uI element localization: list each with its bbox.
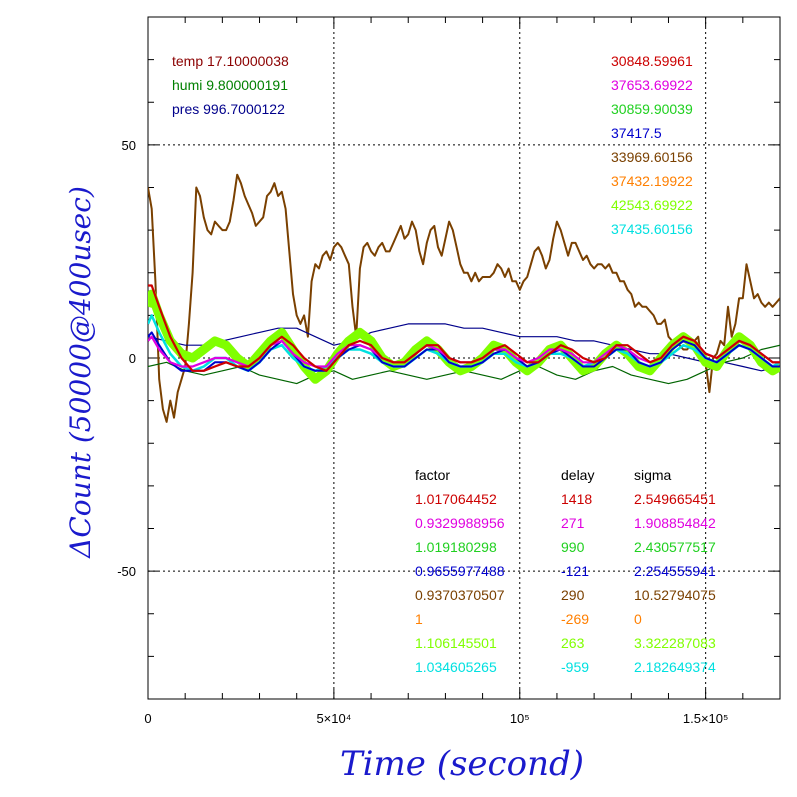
y-tick-label: 0 bbox=[129, 351, 136, 366]
y-tick-label: 50 bbox=[122, 138, 136, 153]
table-cell-delay: -121 bbox=[561, 563, 589, 579]
table-header-sigma: sigma bbox=[634, 467, 672, 483]
table-cell-sigma: 2.254555941 bbox=[634, 563, 716, 579]
table-cell-sigma: 2.430577517 bbox=[634, 539, 716, 555]
x-axis-title: Time (second) bbox=[340, 744, 584, 784]
series-line-1 bbox=[148, 323, 780, 372]
mean-value: 30859.90039 bbox=[611, 101, 693, 117]
table-cell-delay: 990 bbox=[561, 539, 585, 555]
table-cell-factor: 1.017064452 bbox=[415, 491, 497, 507]
table-cell-delay: 263 bbox=[561, 635, 585, 651]
series-line-7 bbox=[148, 284, 780, 372]
table-cell-delay: 290 bbox=[561, 587, 585, 603]
x-tick-label: 5×10⁴ bbox=[316, 711, 351, 726]
mean-value: 33969.60156 bbox=[611, 149, 693, 165]
y-axis-title: ΔCount (50000@400usec) bbox=[64, 186, 97, 559]
series-line-5 bbox=[148, 331, 780, 372]
series-group bbox=[148, 173, 780, 423]
y-tick-label: -50 bbox=[117, 564, 136, 579]
env-label-temp: temp 17.10000038 bbox=[172, 53, 289, 69]
table-header-delay: delay bbox=[561, 467, 594, 483]
env-label-humi: humi 9.800000191 bbox=[172, 77, 288, 93]
table-cell-factor: 1.106145501 bbox=[415, 635, 497, 651]
table-cell-factor: 0.9329988956 bbox=[415, 515, 505, 531]
stats-table: factor delay sigma 1.017064452 1418 2.54… bbox=[415, 467, 716, 675]
env-legend: temp 17.10000038 humi 9.800000191 pres 9… bbox=[172, 53, 289, 117]
mean-value: 37653.69922 bbox=[611, 77, 693, 93]
table-cell-delay: 271 bbox=[561, 515, 585, 531]
table-cell-factor: 1 bbox=[415, 611, 423, 627]
table-cell-sigma: 1.908854842 bbox=[634, 515, 716, 531]
mean-value: 42543.69922 bbox=[611, 197, 693, 213]
x-tick-label: 0 bbox=[144, 711, 151, 726]
mean-value: 37435.60156 bbox=[611, 221, 693, 237]
table-cell-sigma: 3.322287083 bbox=[634, 635, 716, 651]
table-cell-factor: 1.019180298 bbox=[415, 539, 497, 555]
table-cell-sigma: 0 bbox=[634, 611, 642, 627]
mean-value: 30848.59961 bbox=[611, 53, 693, 69]
x-tick-label: 1.5×10⁵ bbox=[683, 711, 729, 726]
table-cell-factor: 0.9655977488 bbox=[415, 563, 505, 579]
table-cell-delay: -959 bbox=[561, 659, 589, 675]
table-cell-delay: 1418 bbox=[561, 491, 592, 507]
axis-ticks bbox=[147, 16, 781, 700]
table-cell-delay: -269 bbox=[561, 611, 589, 627]
table-cell-factor: 0.9370370507 bbox=[415, 587, 505, 603]
table-cell-factor: 1.034605265 bbox=[415, 659, 497, 675]
table-cell-sigma: 2.182649374 bbox=[634, 659, 716, 675]
means-legend: 30848.59961 37653.69922 30859.90039 3741… bbox=[611, 53, 693, 237]
table-header-factor: factor bbox=[415, 467, 450, 483]
mean-value: 37417.5 bbox=[611, 125, 662, 141]
mean-value: 37432.19922 bbox=[611, 173, 693, 189]
table-cell-sigma: 2.549665451 bbox=[634, 491, 716, 507]
tick-labels: 0 5×10⁴ 10⁵ 1.5×10⁵ 50 0 -50 bbox=[117, 138, 728, 726]
env-label-pres: pres 996.7000122 bbox=[172, 101, 285, 117]
x-tick-label: 10⁵ bbox=[510, 711, 530, 726]
table-cell-sigma: 10.52794075 bbox=[634, 587, 716, 603]
